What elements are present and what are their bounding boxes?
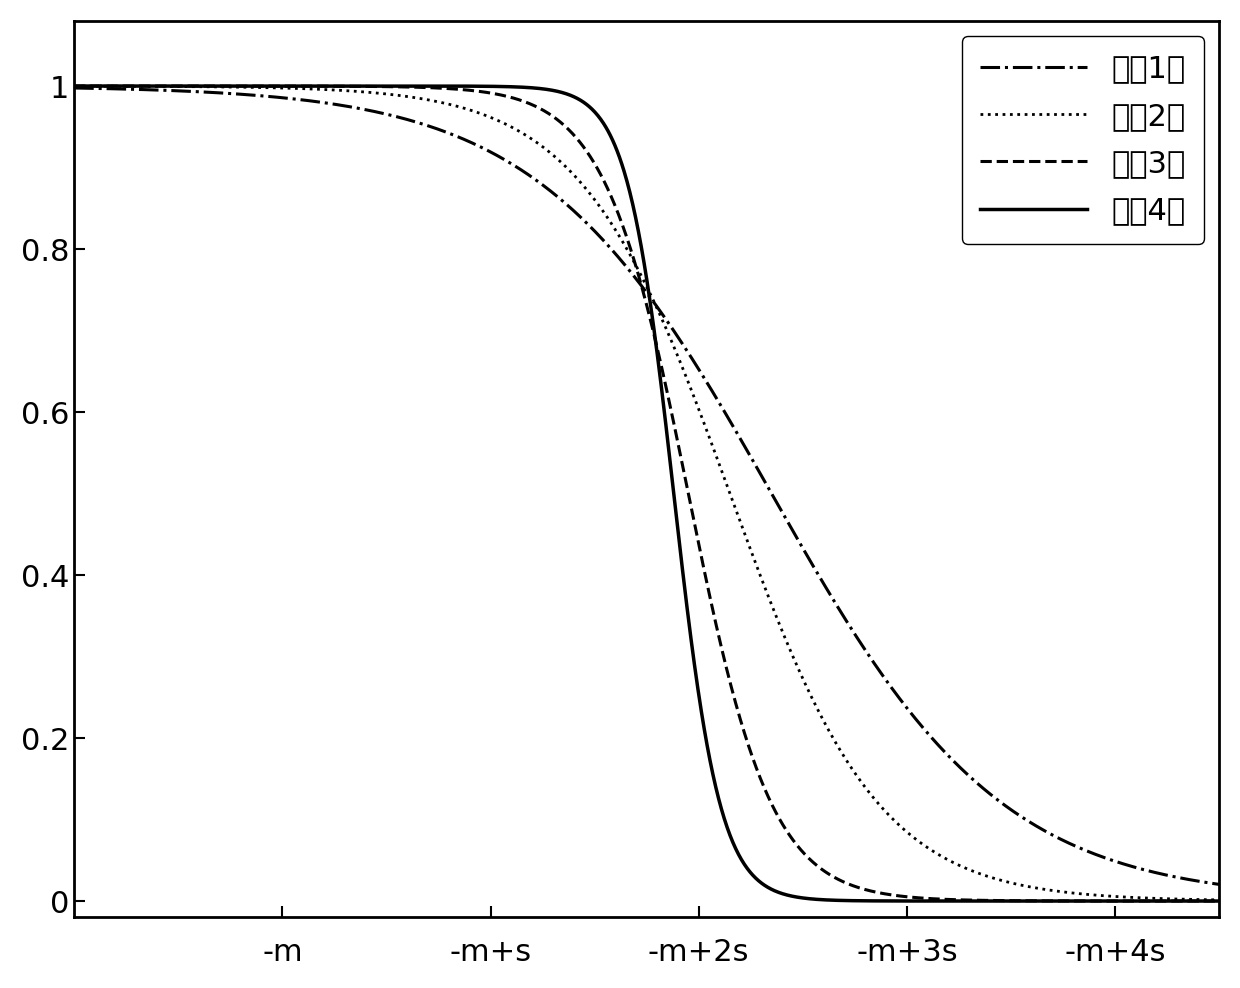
Legend: 迭代1次, 迭代2次, 迭代3次, 迭代4次: 迭代1次, 迭代2次, 迭代3次, 迭代4次 [961,37,1204,244]
